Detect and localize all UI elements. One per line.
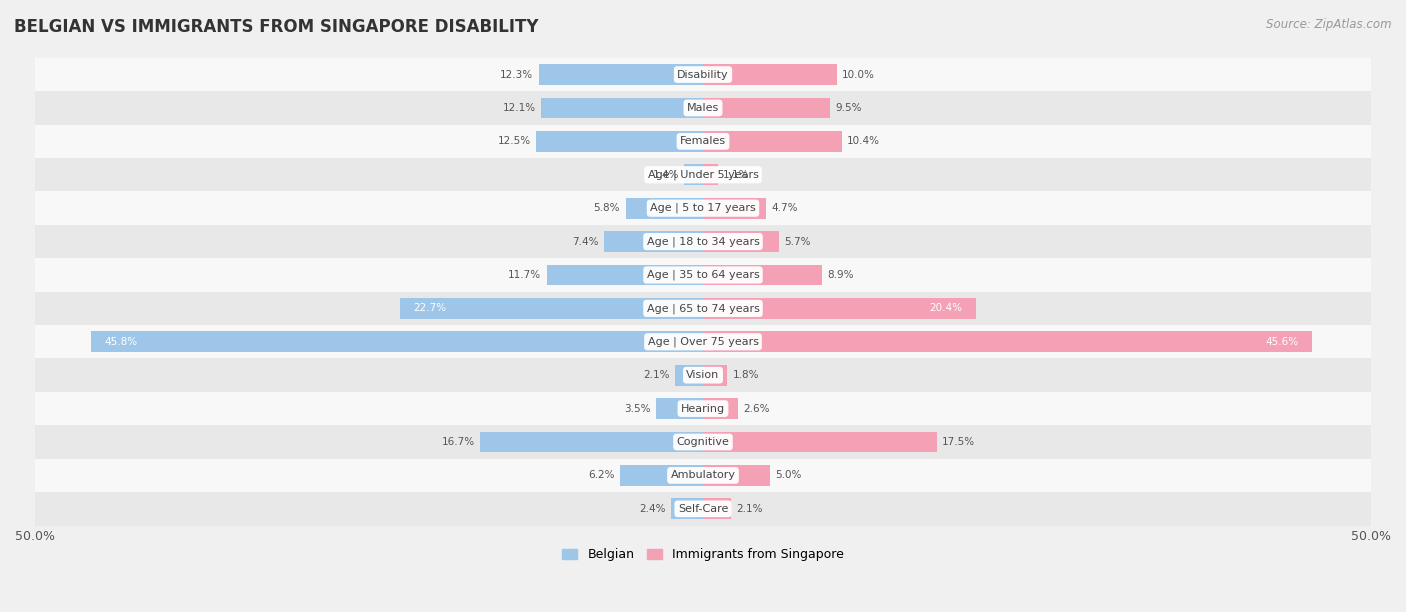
- Text: 2.1%: 2.1%: [737, 504, 763, 514]
- Bar: [703, 264, 823, 285]
- Bar: [35, 58, 1371, 91]
- Bar: [703, 498, 731, 519]
- Bar: [703, 198, 766, 218]
- Bar: [35, 225, 1371, 258]
- Text: 5.8%: 5.8%: [593, 203, 620, 213]
- Bar: [671, 498, 703, 519]
- Text: 5.0%: 5.0%: [775, 471, 801, 480]
- Text: 8.9%: 8.9%: [827, 270, 853, 280]
- Text: Age | 35 to 64 years: Age | 35 to 64 years: [647, 270, 759, 280]
- Text: 12.3%: 12.3%: [501, 70, 533, 80]
- Bar: [547, 264, 703, 285]
- Bar: [35, 258, 1371, 292]
- Bar: [703, 398, 738, 419]
- Text: 1.4%: 1.4%: [652, 170, 679, 180]
- Bar: [35, 192, 1371, 225]
- Text: 2.1%: 2.1%: [643, 370, 669, 380]
- Text: 45.6%: 45.6%: [1265, 337, 1299, 347]
- Text: 12.5%: 12.5%: [498, 136, 530, 146]
- Bar: [626, 198, 703, 218]
- Text: Source: ZipAtlas.com: Source: ZipAtlas.com: [1267, 18, 1392, 31]
- Bar: [703, 165, 717, 185]
- Text: Age | Under 5 years: Age | Under 5 years: [648, 170, 758, 180]
- Bar: [620, 465, 703, 486]
- Text: 10.0%: 10.0%: [842, 70, 875, 80]
- Bar: [35, 425, 1371, 459]
- Bar: [703, 298, 976, 319]
- Bar: [703, 231, 779, 252]
- Text: Age | Over 75 years: Age | Over 75 years: [648, 337, 758, 347]
- Bar: [703, 365, 727, 386]
- Text: 12.1%: 12.1%: [503, 103, 536, 113]
- Bar: [703, 97, 830, 118]
- Text: 11.7%: 11.7%: [508, 270, 541, 280]
- Bar: [675, 365, 703, 386]
- Text: 10.4%: 10.4%: [848, 136, 880, 146]
- Text: Hearing: Hearing: [681, 403, 725, 414]
- Bar: [35, 459, 1371, 492]
- Bar: [703, 431, 936, 452]
- Text: 1.8%: 1.8%: [733, 370, 759, 380]
- Bar: [657, 398, 703, 419]
- Bar: [605, 231, 703, 252]
- Text: Self-Care: Self-Care: [678, 504, 728, 514]
- Legend: Belgian, Immigrants from Singapore: Belgian, Immigrants from Singapore: [557, 543, 849, 566]
- Bar: [703, 64, 837, 85]
- Text: 16.7%: 16.7%: [441, 437, 475, 447]
- Bar: [35, 91, 1371, 125]
- Text: 20.4%: 20.4%: [929, 304, 962, 313]
- Text: Age | 65 to 74 years: Age | 65 to 74 years: [647, 303, 759, 313]
- Text: Disability: Disability: [678, 70, 728, 80]
- Text: 2.4%: 2.4%: [640, 504, 665, 514]
- Text: 22.7%: 22.7%: [413, 304, 446, 313]
- Text: 9.5%: 9.5%: [835, 103, 862, 113]
- Bar: [35, 359, 1371, 392]
- Bar: [541, 97, 703, 118]
- Bar: [703, 332, 1312, 352]
- Bar: [91, 332, 703, 352]
- Text: BELGIAN VS IMMIGRANTS FROM SINGAPORE DISABILITY: BELGIAN VS IMMIGRANTS FROM SINGAPORE DIS…: [14, 18, 538, 36]
- Text: 17.5%: 17.5%: [942, 437, 976, 447]
- Text: Ambulatory: Ambulatory: [671, 471, 735, 480]
- Bar: [35, 125, 1371, 158]
- Bar: [35, 325, 1371, 359]
- Text: Males: Males: [688, 103, 718, 113]
- Text: 3.5%: 3.5%: [624, 403, 651, 414]
- Bar: [35, 492, 1371, 526]
- Text: 45.8%: 45.8%: [104, 337, 138, 347]
- Text: 1.1%: 1.1%: [723, 170, 749, 180]
- Text: 7.4%: 7.4%: [572, 237, 599, 247]
- Bar: [538, 64, 703, 85]
- Bar: [703, 131, 842, 152]
- Bar: [35, 158, 1371, 192]
- Text: 4.7%: 4.7%: [770, 203, 797, 213]
- Text: Vision: Vision: [686, 370, 720, 380]
- Bar: [35, 292, 1371, 325]
- Bar: [703, 465, 770, 486]
- Bar: [479, 431, 703, 452]
- Text: 6.2%: 6.2%: [588, 471, 614, 480]
- Text: Cognitive: Cognitive: [676, 437, 730, 447]
- Text: 5.7%: 5.7%: [785, 237, 811, 247]
- Bar: [399, 298, 703, 319]
- Text: Age | 18 to 34 years: Age | 18 to 34 years: [647, 236, 759, 247]
- Bar: [685, 165, 703, 185]
- Bar: [536, 131, 703, 152]
- Text: Age | 5 to 17 years: Age | 5 to 17 years: [650, 203, 756, 214]
- Text: 2.6%: 2.6%: [744, 403, 769, 414]
- Bar: [35, 392, 1371, 425]
- Text: Females: Females: [681, 136, 725, 146]
